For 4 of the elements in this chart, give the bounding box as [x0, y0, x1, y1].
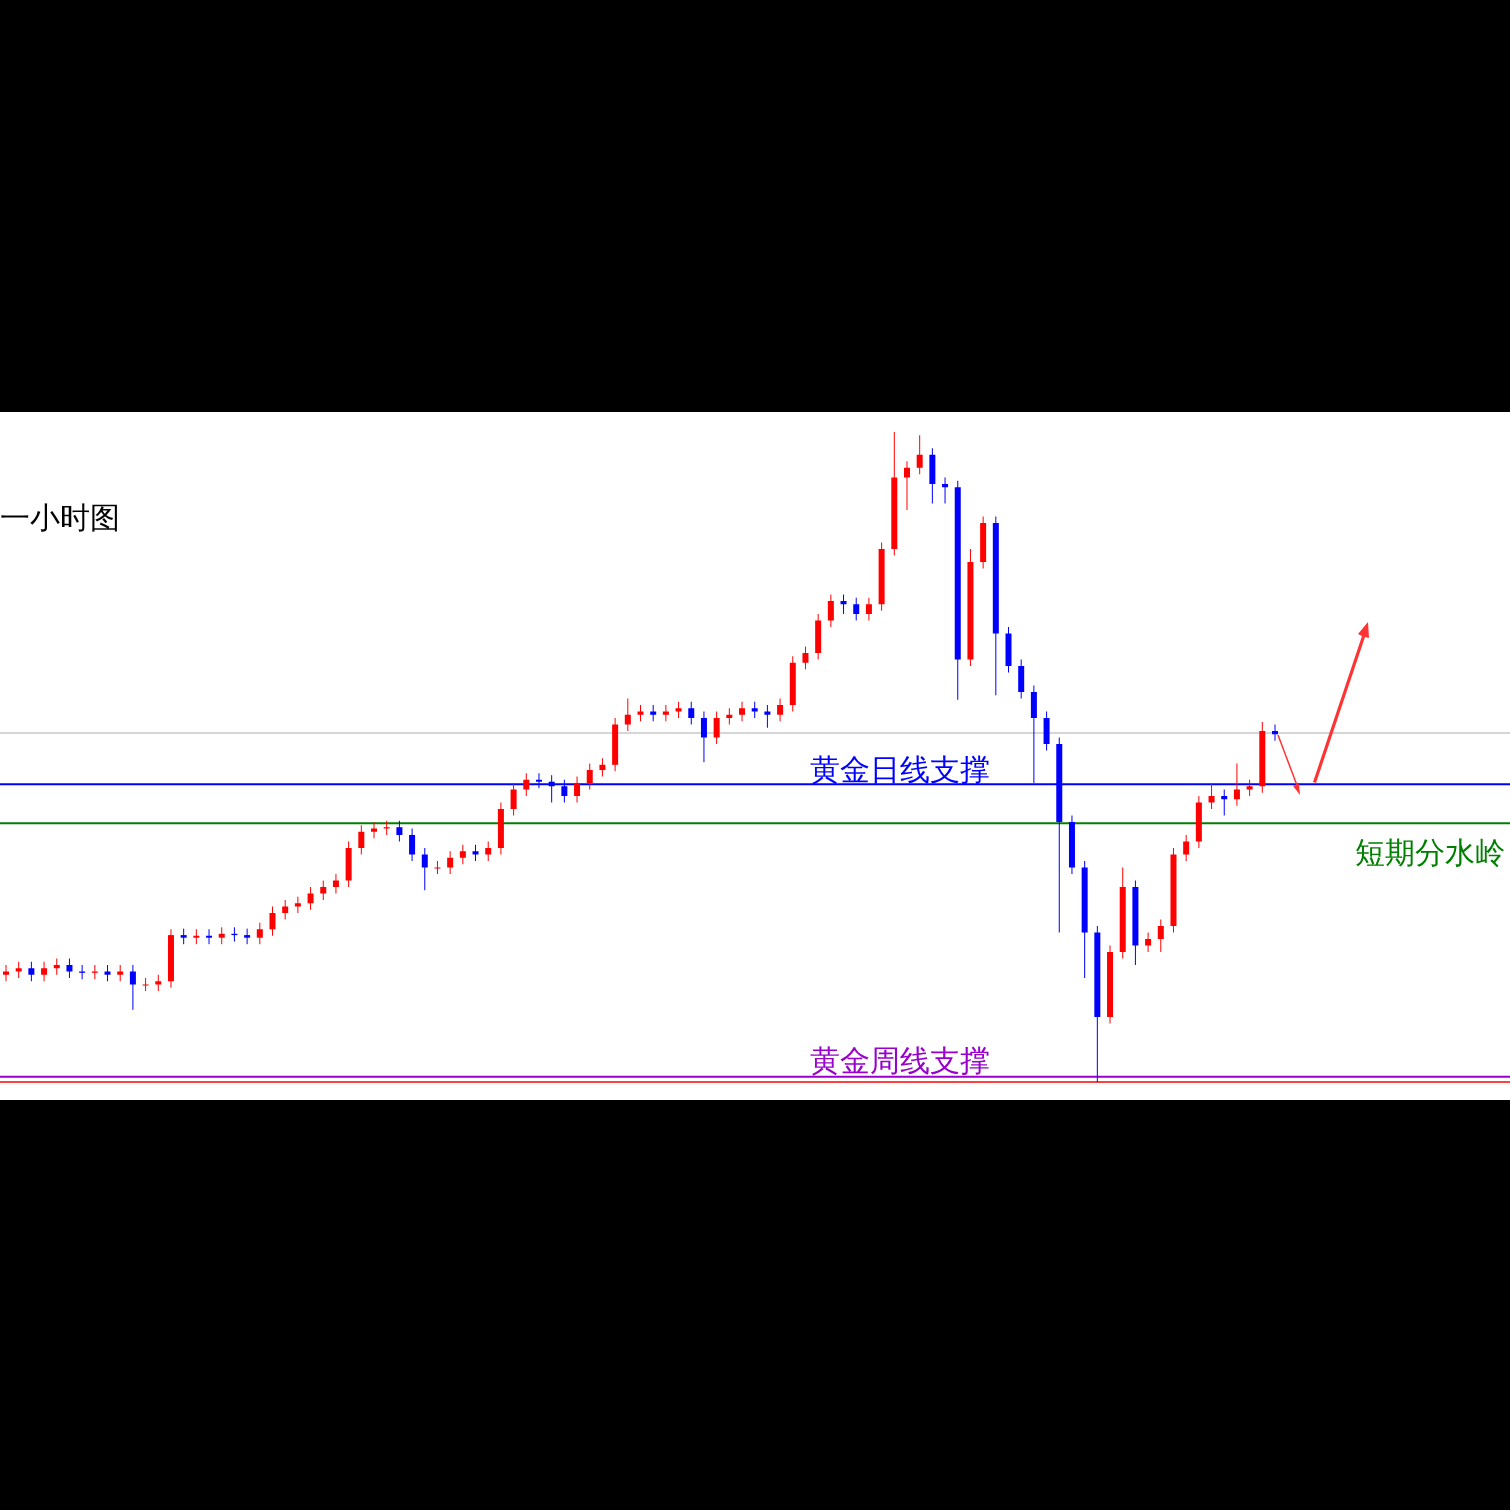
ref-line-label: 短期分水岭 — [1355, 835, 1505, 871]
text: 一小时图 — [0, 500, 120, 535]
ref-line-label: 黄金日线支撑 — [810, 752, 990, 788]
ref-line-label: 黄金周线支撑 — [810, 1042, 990, 1078]
